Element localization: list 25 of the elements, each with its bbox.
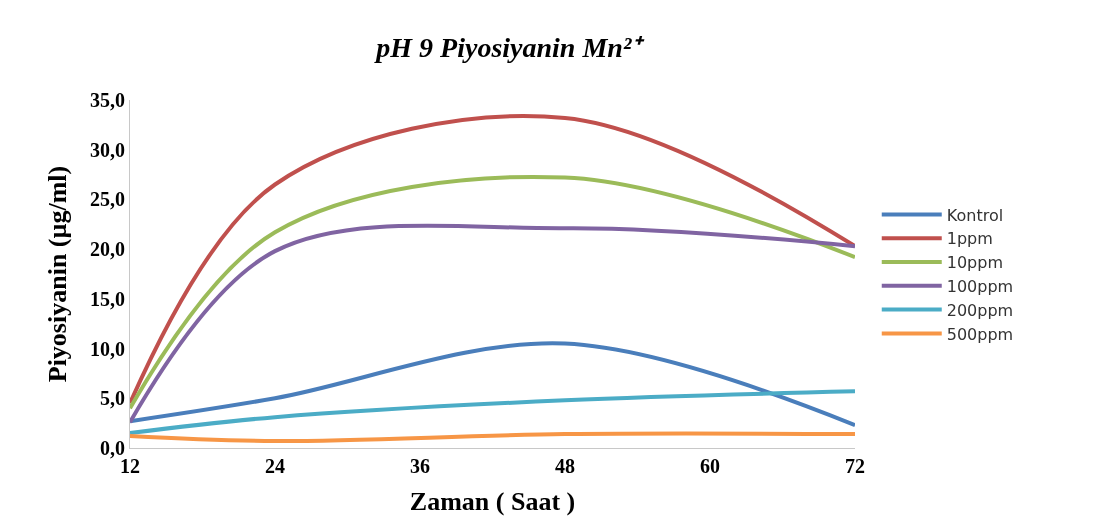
legend-label: 10ppm bbox=[946, 253, 1004, 273]
legend-label: 500ppm bbox=[946, 324, 1014, 344]
line-series bbox=[130, 389, 855, 436]
y-tick-label: 20,0 bbox=[90, 238, 125, 261]
legend-label: 100ppm bbox=[946, 277, 1014, 297]
line-series bbox=[130, 114, 855, 406]
y-tick-label: 35,0 bbox=[90, 89, 125, 111]
y-axis-title: Piyosiyanin (µg/ml) bbox=[43, 165, 73, 383]
line-series bbox=[130, 341, 855, 428]
legend-label: 200ppm bbox=[946, 300, 1014, 320]
y-tick-label: 10,0 bbox=[90, 337, 125, 360]
chart-title: pH 9 Piyosiyanin Mn²⁺ bbox=[374, 31, 646, 63]
y-tick-label: 25,0 bbox=[90, 188, 125, 211]
y-tick-label: 15,0 bbox=[90, 287, 125, 310]
y-tick-label: 30,0 bbox=[90, 138, 125, 161]
x-tick-label: 48 bbox=[555, 455, 575, 477]
y-tick-label: 5,0 bbox=[100, 387, 125, 410]
line-series bbox=[130, 175, 855, 411]
legend-label: Kontrol bbox=[946, 205, 1004, 225]
legend-label: 1ppm bbox=[946, 229, 993, 249]
x-tick-label: 24 bbox=[265, 455, 285, 477]
x-tick-label: 60 bbox=[700, 455, 720, 477]
x-tick-label: 36 bbox=[410, 455, 430, 477]
x-tick-label: 72 bbox=[845, 455, 865, 477]
x-axis-title: Zaman ( Saat ) bbox=[409, 486, 576, 516]
